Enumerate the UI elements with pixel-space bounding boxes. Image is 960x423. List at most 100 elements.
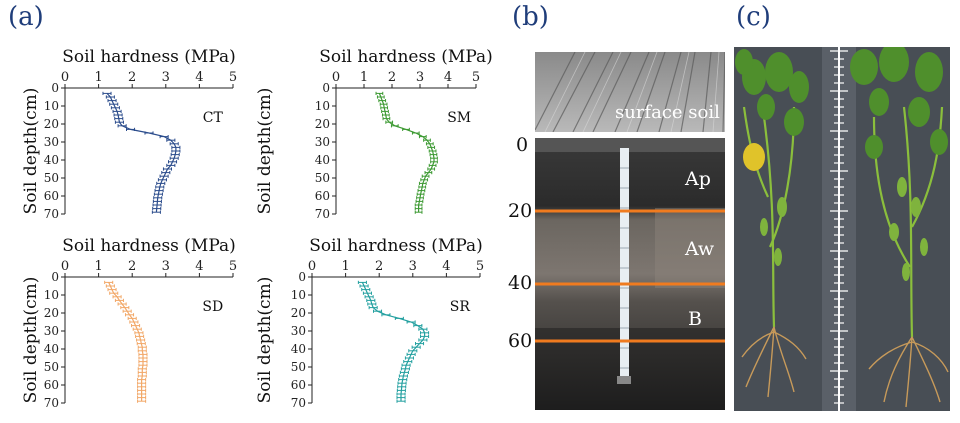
layer-label-b: B [688,308,702,330]
y-axis-label: Soil depth(cm) [21,277,41,404]
data-point [117,302,127,306]
x-tick-label: 1 [94,259,102,274]
data-point [416,196,424,200]
y-tick-label: 70 [44,207,59,221]
y-tick-label: 20 [315,117,330,131]
data-point [420,334,430,338]
data-point [414,342,425,346]
x-tick-label: 3 [162,70,170,85]
data-point [144,131,154,135]
data-point [366,298,376,302]
x-tick-label: 3 [162,259,170,274]
data-point [390,124,399,128]
data-point [418,327,428,331]
y-tick-label: 10 [44,288,59,302]
data-point [113,113,123,117]
data-point [425,142,434,146]
data-point [415,199,424,203]
series-line [106,92,177,213]
data-point [162,167,173,171]
data-point [402,127,410,131]
y-tick-label: 70 [291,396,306,410]
profile-depth-40: 40 [508,272,533,294]
data-point [385,120,394,124]
layer-label-ap: Ap [685,168,711,190]
data-point [372,309,383,313]
data-point [400,367,410,371]
x-axis-label: Soil hardness (MPa) [62,236,236,256]
data-point [120,306,130,310]
data-point [152,203,162,207]
data-point [114,298,124,302]
data-point [137,370,147,374]
series-name: SM [447,110,471,126]
x-tick-label: 4 [195,259,203,274]
data-point [357,280,367,284]
data-point [122,309,132,313]
data-point [396,399,406,403]
y-tick-label: 20 [44,306,59,320]
data-point [418,135,427,139]
data-point [378,99,387,103]
data-point [171,145,181,149]
y-tick-label: 60 [291,378,306,392]
data-point [137,396,147,400]
data-point [398,378,408,382]
y-tick-label: 40 [291,342,306,356]
x-tick-label: 4 [444,70,452,85]
data-point [109,291,119,295]
data-point [124,313,135,317]
data-point [406,352,416,356]
data-point [155,185,165,189]
y-tick-label: 0 [322,81,330,95]
y-axis-label: Soil depth(cm) [255,277,275,404]
data-point [381,113,390,117]
data-point [420,178,429,182]
data-point [102,91,112,95]
profile-depth-60: 60 [508,330,533,352]
y-tick-label: 40 [44,342,59,356]
x-axis-label: Soil hardness (MPa) [309,236,483,256]
y-tick-label: 10 [291,288,306,302]
data-point [380,106,389,110]
y-tick-label: 50 [44,360,59,374]
data-point [137,349,147,353]
data-point [417,189,426,193]
data-point [112,295,122,299]
y-tick-label: 20 [291,306,306,320]
x-tick-label: 3 [409,259,417,274]
data-point [152,207,162,211]
y-tick-label: 10 [315,99,330,113]
surface-soil-photo: surface soil [535,52,725,132]
layer-label-aw: Aw [685,238,715,260]
data-point [152,199,162,203]
x-axis-label: Soil hardness (MPa) [319,47,493,67]
surface-soil-label: surface soil [615,102,720,123]
data-point [414,207,423,211]
data-point [117,124,127,128]
soil-profile-photo: Ap Aw B [535,138,725,410]
y-tick-label: 30 [44,135,59,149]
data-point [411,131,420,135]
panel-label-a: (a) [8,2,44,32]
data-point [423,138,431,142]
data-point [394,316,404,320]
data-point [104,280,114,284]
y-tick-label: 60 [315,189,330,203]
data-point [381,109,389,113]
data-point [166,138,176,142]
data-point [114,120,124,124]
data-point [170,153,180,157]
y-tick-label: 10 [44,99,59,113]
data-point [138,360,148,364]
data-point [401,363,411,367]
data-point [107,99,117,103]
x-tick-label: 0 [61,70,69,85]
x-tick-label: 1 [360,70,368,85]
data-point [429,153,438,157]
data-point [411,345,421,349]
data-point [430,160,438,164]
data-point [167,160,178,164]
data-point [428,163,437,167]
